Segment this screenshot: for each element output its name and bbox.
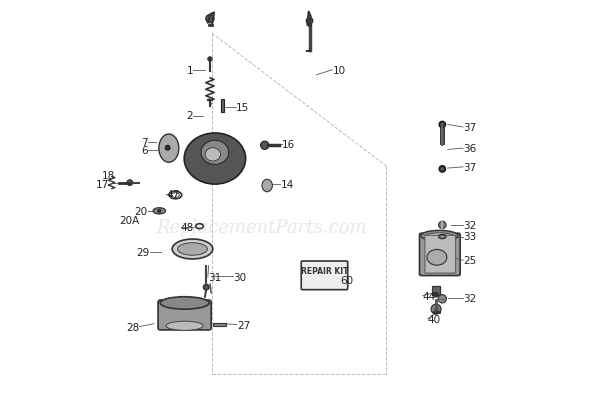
Text: 30: 30 [232, 273, 246, 283]
Circle shape [441, 167, 444, 171]
FancyBboxPatch shape [425, 235, 455, 273]
Ellipse shape [184, 133, 245, 184]
Circle shape [431, 304, 441, 314]
Text: 33: 33 [463, 232, 476, 242]
Text: 6: 6 [141, 146, 148, 156]
Ellipse shape [160, 297, 209, 309]
Ellipse shape [205, 148, 221, 161]
Text: 48: 48 [181, 223, 194, 233]
Text: 36: 36 [463, 144, 476, 154]
Circle shape [439, 121, 445, 128]
Text: 2: 2 [186, 111, 194, 121]
Text: 32: 32 [463, 294, 476, 304]
Ellipse shape [425, 233, 454, 240]
Circle shape [261, 141, 269, 149]
Ellipse shape [159, 134, 179, 162]
Text: 10: 10 [332, 66, 346, 76]
Text: 18: 18 [102, 171, 115, 181]
Ellipse shape [178, 243, 208, 255]
Text: ReplacementParts.com: ReplacementParts.com [156, 219, 367, 237]
Text: 20: 20 [135, 207, 148, 217]
Ellipse shape [421, 230, 458, 241]
Ellipse shape [166, 321, 204, 330]
FancyBboxPatch shape [301, 261, 348, 290]
Text: 60: 60 [340, 276, 354, 286]
Text: 40: 40 [428, 315, 441, 325]
Text: 29: 29 [136, 248, 150, 258]
Circle shape [208, 57, 212, 61]
Circle shape [204, 284, 209, 290]
Ellipse shape [153, 208, 166, 214]
Text: 16: 16 [281, 140, 295, 150]
Text: 47: 47 [166, 190, 179, 200]
Bar [440, 128, 444, 144]
Circle shape [127, 180, 133, 186]
Text: 31: 31 [208, 273, 221, 283]
Text: 37: 37 [463, 123, 476, 133]
Bar [432, 286, 440, 295]
Ellipse shape [262, 179, 273, 192]
Circle shape [441, 123, 444, 126]
Circle shape [439, 166, 445, 172]
Ellipse shape [201, 140, 229, 164]
Ellipse shape [172, 239, 213, 259]
Bar [213, 323, 226, 326]
Bar [221, 99, 224, 112]
Ellipse shape [427, 249, 447, 265]
Text: 37: 37 [463, 163, 476, 173]
Text: 25: 25 [463, 256, 476, 266]
Circle shape [438, 295, 447, 303]
Text: 14: 14 [280, 180, 294, 190]
FancyBboxPatch shape [419, 233, 460, 276]
Text: 7: 7 [141, 138, 148, 148]
Circle shape [434, 292, 438, 297]
Circle shape [306, 17, 313, 24]
Circle shape [438, 221, 446, 229]
FancyBboxPatch shape [158, 300, 211, 330]
Text: REPAIR KIT: REPAIR KIT [301, 267, 348, 276]
Circle shape [206, 15, 214, 23]
Text: 28: 28 [126, 323, 139, 333]
Circle shape [165, 145, 170, 150]
Text: 27: 27 [237, 321, 250, 331]
Text: 17: 17 [96, 180, 109, 190]
Text: 1: 1 [186, 66, 194, 76]
Text: 15: 15 [236, 103, 250, 113]
Circle shape [158, 209, 161, 212]
Text: 32: 32 [463, 221, 476, 231]
Text: 44: 44 [423, 292, 436, 302]
Text: 20A: 20A [119, 216, 139, 226]
